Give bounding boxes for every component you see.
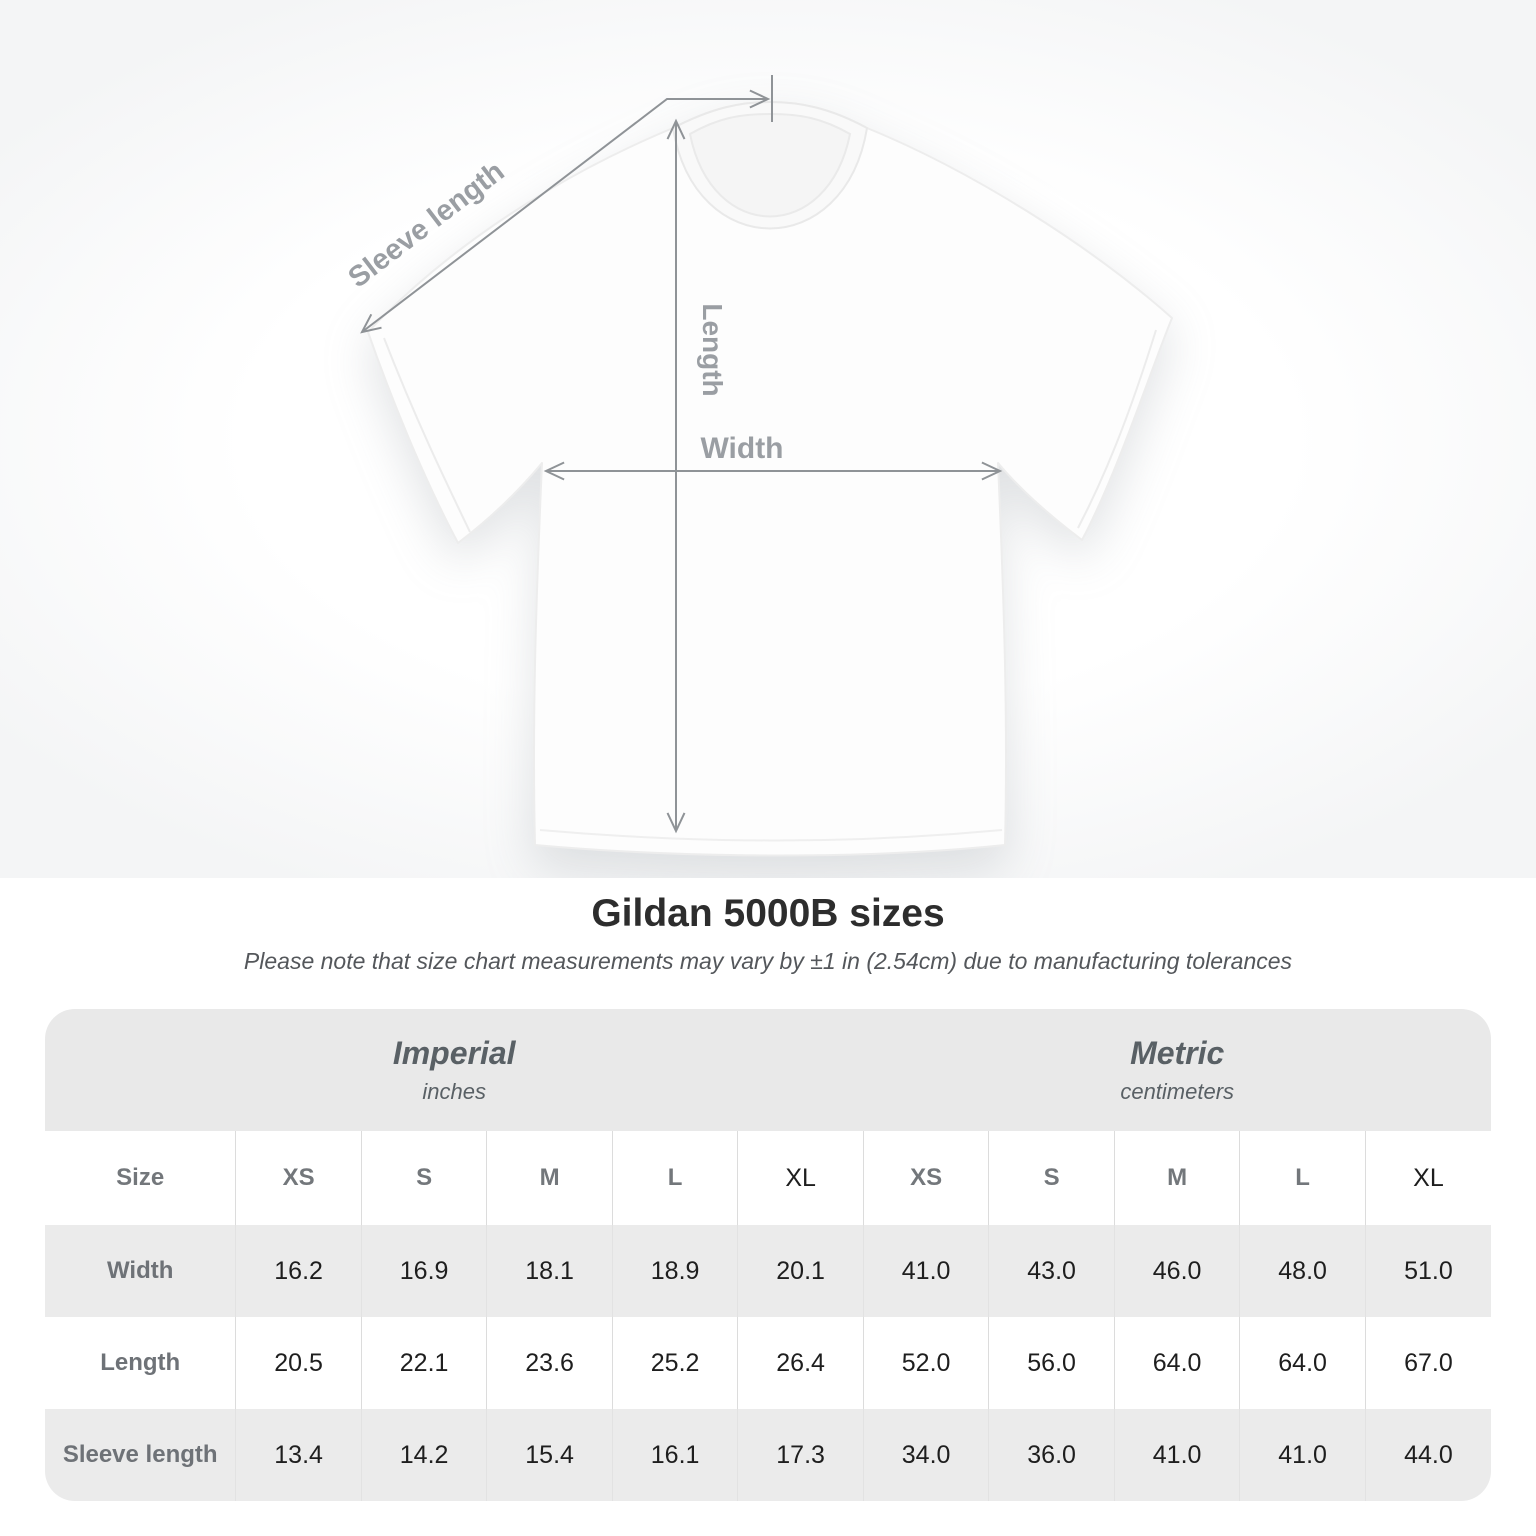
- length-metric-s: 56.0: [988, 1317, 1115, 1409]
- tshirt-right-cuff-seam: [1077, 329, 1157, 529]
- length-arrow: [666, 118, 686, 834]
- width-metric-l: 48.0: [1239, 1225, 1366, 1317]
- metric-size-xs: XS: [862, 1131, 989, 1225]
- table-row-sleeve-length: Sleeve length 13.4 14.2 15.4 16.1 17.3 3…: [45, 1409, 1491, 1501]
- imperial-size-l: L: [611, 1131, 738, 1225]
- width-metric-xs: 41.0: [862, 1225, 989, 1317]
- width-metric-m: 46.0: [1113, 1225, 1240, 1317]
- width-imperial-xl: 20.1: [737, 1225, 864, 1317]
- imperial-group-unit: inches: [422, 1079, 486, 1104]
- width-imperial-l: 18.9: [611, 1225, 738, 1317]
- size-header-row: Size XS S M L XL XS S M L XL: [45, 1131, 1491, 1225]
- tshirt-diagram-svg: Sleeve length Length Width: [343, 75, 1173, 857]
- imperial-size-m: M: [486, 1131, 613, 1225]
- metric-size-xl: XL: [1364, 1131, 1491, 1225]
- unit-group-header-row: Imperial inches Metric centimeters: [45, 1009, 1491, 1131]
- length-metric-l: 64.0: [1239, 1317, 1366, 1409]
- metric-size-s: S: [988, 1131, 1115, 1225]
- size-chart-table-container: Imperial inches Metric centimeters Size …: [45, 1009, 1491, 1501]
- imperial-size-s: S: [360, 1131, 487, 1225]
- tshirt-illustration: [367, 100, 1173, 857]
- metric-group-header: Metric centimeters: [863, 1009, 1491, 1131]
- length-imperial-l: 25.2: [611, 1317, 738, 1409]
- width-imperial-s: 16.9: [360, 1225, 487, 1317]
- metric-size-l: L: [1239, 1131, 1366, 1225]
- row-label-length: Length: [45, 1317, 236, 1409]
- imperial-size-xl: XL: [737, 1131, 864, 1225]
- tshirt-body: [367, 101, 1173, 857]
- sleeve-metric-xs: 34.0: [862, 1409, 989, 1501]
- length-label: Length: [697, 303, 728, 396]
- sleeve-imperial-l: 16.1: [611, 1409, 738, 1501]
- size-column-header: Size: [45, 1131, 236, 1225]
- width-metric-xl: 51.0: [1364, 1225, 1491, 1317]
- metric-group-unit: centimeters: [1120, 1079, 1235, 1104]
- width-label: Width: [700, 432, 783, 465]
- tolerance-note: Please note that size chart measurements…: [243, 948, 1293, 974]
- page-title: Gildan 5000B sizes: [591, 892, 945, 935]
- tshirt-left-cuff-seam: [383, 337, 471, 533]
- width-metric-s: 43.0: [988, 1225, 1115, 1317]
- sleeve-imperial-m: 15.4: [486, 1409, 613, 1501]
- length-imperial-m: 23.6: [486, 1317, 613, 1409]
- imperial-group-name: Imperial: [392, 1035, 516, 1071]
- sleeve-imperial-s: 14.2: [360, 1409, 487, 1501]
- length-imperial-s: 22.1: [360, 1317, 487, 1409]
- sleeve-metric-xl: 44.0: [1364, 1409, 1491, 1501]
- width-imperial-xs: 16.2: [235, 1225, 362, 1317]
- length-metric-xl: 67.0: [1364, 1317, 1491, 1409]
- metric-size-m: M: [1113, 1131, 1240, 1225]
- length-metric-xs: 52.0: [862, 1317, 989, 1409]
- size-chart-table: Imperial inches Metric centimeters Size …: [45, 1009, 1491, 1501]
- row-label-width: Width: [45, 1225, 236, 1317]
- sleeve-length-arrow: [360, 75, 773, 334]
- tshirt-collar-opening: [688, 112, 852, 218]
- length-imperial-xl: 26.4: [737, 1317, 864, 1409]
- sleeve-metric-l: 41.0: [1239, 1409, 1366, 1501]
- sleeve-imperial-xs: 13.4: [235, 1409, 362, 1501]
- sleeve-metric-s: 36.0: [988, 1409, 1115, 1501]
- sleeve-metric-m: 41.0: [1113, 1409, 1240, 1501]
- table-row-width: Width 16.2 16.9 18.1 18.9 20.1 41.0 43.0…: [45, 1225, 1491, 1317]
- imperial-size-xs: XS: [235, 1131, 362, 1225]
- imperial-group-header: Imperial inches: [45, 1009, 864, 1131]
- length-imperial-xs: 20.5: [235, 1317, 362, 1409]
- tshirt-hem-seam: [539, 829, 1003, 842]
- length-metric-m: 64.0: [1113, 1317, 1240, 1409]
- width-imperial-m: 18.1: [486, 1225, 613, 1317]
- table-row-length: Length 20.5 22.1 23.6 25.2 26.4 52.0 56.…: [45, 1317, 1491, 1409]
- metric-group-name: Metric: [1130, 1035, 1225, 1071]
- width-arrow: [543, 461, 1003, 481]
- row-label-sleeve-length: Sleeve length: [45, 1409, 236, 1501]
- sleeve-imperial-xl: 17.3: [737, 1409, 864, 1501]
- tshirt-measurement-diagram: Sleeve length Length Width: [0, 0, 1536, 878]
